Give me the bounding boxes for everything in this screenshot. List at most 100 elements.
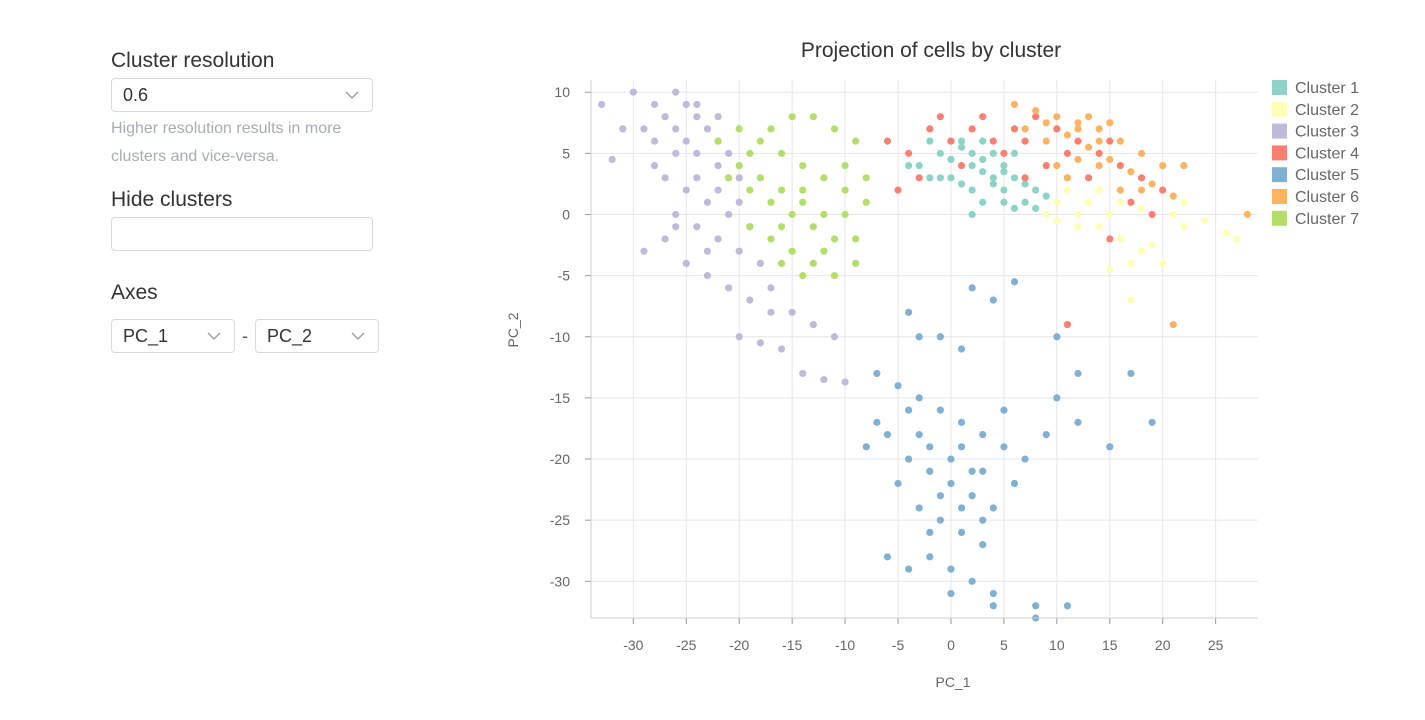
- legend-item-cluster-2[interactable]: Cluster 2: [1272, 101, 1359, 119]
- data-point: [703, 247, 712, 255]
- series-cluster-3: [597, 88, 849, 386]
- data-point: [1106, 443, 1114, 451]
- data-point: [926, 553, 934, 561]
- data-point: [1053, 394, 1061, 402]
- data-point: [1000, 443, 1008, 451]
- data-point: [968, 125, 976, 133]
- data-point: [1127, 168, 1135, 176]
- y-tick-label: -15: [550, 390, 570, 406]
- data-point: [1000, 198, 1008, 206]
- data-point: [661, 235, 669, 243]
- data-point: [1116, 186, 1124, 194]
- data-point: [957, 528, 966, 537]
- data-point: [989, 602, 997, 610]
- data-point: [926, 125, 934, 133]
- data-point: [1137, 186, 1146, 194]
- data-point: [1180, 161, 1188, 170]
- data-point: [905, 455, 913, 463]
- legend-item-cluster-7[interactable]: Cluster 7: [1272, 210, 1359, 228]
- data-point: [767, 198, 775, 206]
- data-point: [957, 418, 966, 426]
- data-point: [873, 418, 881, 426]
- data-point: [936, 406, 944, 414]
- data-point: [841, 161, 849, 170]
- data-point: [725, 284, 733, 292]
- data-point: [777, 259, 786, 268]
- data-point: [883, 137, 892, 145]
- data-point: [1074, 223, 1082, 231]
- data-point: [852, 235, 860, 243]
- data-point: [809, 223, 817, 231]
- data-point: [756, 174, 764, 182]
- data-point: [1180, 198, 1188, 206]
- data-point: [1063, 131, 1072, 139]
- data-point: [735, 333, 743, 341]
- legend-item-cluster-1[interactable]: Cluster 1: [1272, 80, 1359, 97]
- data-point: [746, 186, 754, 194]
- data-point: [957, 180, 966, 188]
- data-point: [1053, 125, 1061, 133]
- legend-item-cluster-6[interactable]: Cluster 6: [1272, 189, 1359, 206]
- x-axis-select[interactable]: PC_1: [111, 319, 235, 353]
- data-point: [1074, 418, 1082, 426]
- data-point: [862, 443, 870, 451]
- data-point: [830, 272, 839, 280]
- data-point: [767, 235, 775, 243]
- data-point: [1095, 161, 1103, 170]
- x-tick-label: 0: [947, 637, 955, 653]
- cluster-resolution-select[interactable]: 0.6: [111, 78, 373, 112]
- data-point: [947, 455, 955, 463]
- data-point: [915, 174, 923, 182]
- data-point: [1010, 149, 1019, 157]
- data-point: [1000, 161, 1008, 170]
- data-point: [1169, 192, 1177, 200]
- data-point: [1053, 161, 1061, 170]
- data-point: [1095, 149, 1103, 157]
- data-point: [968, 492, 976, 500]
- legend-item-cluster-3[interactable]: Cluster 3: [1272, 123, 1359, 141]
- cluster-resolution-hint: Higher resolution results in more cluste…: [111, 120, 342, 165]
- data-point: [1053, 113, 1061, 121]
- data-point: [979, 516, 987, 524]
- data-point: [947, 155, 955, 164]
- y-axis-select[interactable]: PC_2: [255, 319, 379, 353]
- x-tick-label: 10: [1049, 637, 1065, 653]
- series-cluster-2: [1042, 186, 1241, 304]
- legend-label: Cluster 3: [1295, 124, 1359, 141]
- data-point: [777, 345, 786, 353]
- data-point: [725, 174, 733, 182]
- data-point: [1021, 455, 1029, 463]
- data-point: [947, 479, 955, 488]
- legend-item-cluster-5[interactable]: Cluster 5: [1272, 167, 1359, 184]
- data-point: [979, 113, 987, 121]
- hide-clusters-input[interactable]: [111, 217, 373, 251]
- data-point: [693, 149, 701, 157]
- data-point: [1148, 241, 1156, 249]
- data-point: [682, 100, 690, 109]
- data-point: [1000, 186, 1008, 194]
- legend-item-cluster-4[interactable]: Cluster 4: [1272, 145, 1359, 162]
- data-point: [989, 149, 997, 157]
- data-point: [989, 504, 997, 512]
- controls-panel: Cluster resolution 0.6 Higher resolution…: [111, 46, 381, 353]
- data-point: [1074, 155, 1082, 164]
- data-point: [957, 504, 966, 512]
- data-point: [629, 88, 637, 96]
- legend-swatch: [1272, 210, 1287, 226]
- data-point: [989, 296, 997, 304]
- data-point: [979, 155, 987, 164]
- data-point: [841, 186, 849, 194]
- data-point: [968, 149, 976, 157]
- data-point: [746, 149, 754, 157]
- data-point: [915, 333, 923, 341]
- data-point: [830, 235, 839, 243]
- data-point: [841, 378, 849, 386]
- data-point: [968, 210, 976, 219]
- data-point: [1137, 149, 1146, 157]
- data-point: [862, 198, 870, 206]
- data-point: [936, 333, 944, 341]
- axes-separator: -: [242, 325, 248, 346]
- data-point: [809, 259, 817, 268]
- data-point: [905, 308, 913, 316]
